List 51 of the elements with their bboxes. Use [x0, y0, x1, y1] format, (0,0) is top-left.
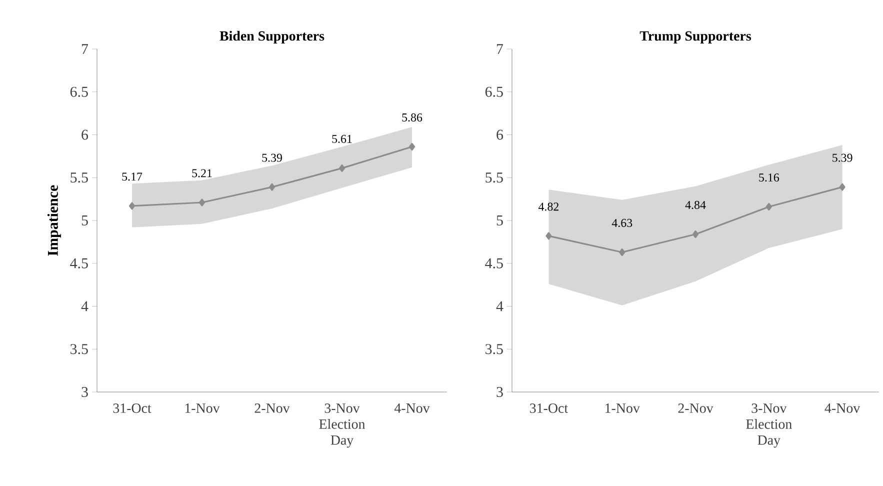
- x-tick-label: 31-Oct: [113, 404, 152, 413]
- y-tick-label: 5.5: [486, 172, 503, 183]
- x-tick-label: 4-Nov: [394, 404, 430, 413]
- point: [268, 183, 276, 191]
- x-tick-label: 1-Nov: [606, 404, 640, 413]
- x-tick-label: 2-Nov: [678, 404, 714, 413]
- data-label: 5.17: [122, 172, 142, 181]
- y-tick-label: 3.5: [70, 344, 88, 354]
- chart-title: Biden Supporters: [220, 30, 324, 44]
- y-tick-label: 4: [496, 301, 504, 312]
- x-tick-label: 3-Nov Election Day: [746, 404, 792, 448]
- y-axis-title: Impatience: [47, 185, 61, 256]
- point: [408, 142, 416, 151]
- y-tick-label: 3.5: [486, 344, 503, 354]
- x-tick-label: 2-Nov: [254, 404, 290, 413]
- y-tick-label: 7: [497, 44, 504, 54]
- data-label: 5.21: [192, 169, 212, 178]
- point: [198, 198, 206, 206]
- data-label: 5.61: [332, 134, 352, 143]
- point: [619, 248, 626, 256]
- chart-title: Trump Supporters: [640, 31, 752, 44]
- point: [839, 183, 846, 191]
- point: [338, 164, 346, 172]
- data-label: 5.39: [832, 154, 852, 162]
- data-label: 4.82: [538, 202, 558, 211]
- y-tick-label: 4.5: [70, 258, 88, 268]
- x-tick-label: 1-Nov: [185, 404, 220, 413]
- point: [546, 232, 552, 240]
- data-label: 4.63: [612, 218, 632, 228]
- point: [692, 230, 699, 238]
- point: [766, 202, 772, 211]
- y-tick-label: 4.5: [485, 258, 503, 268]
- data-label: 5.16: [759, 173, 780, 182]
- y-tick-label: 5.5: [70, 172, 88, 183]
- data-label: 4.84: [685, 200, 706, 210]
- y-tick-label: 5: [496, 216, 503, 226]
- y-tick-label: 7: [82, 44, 88, 54]
- x-tick-label: 31-Oct: [530, 404, 568, 413]
- x-tick-label: 3-Nov Election Day: [319, 404, 366, 448]
- y-tick-label: 6.5: [485, 86, 503, 97]
- data-label: 5.86: [402, 113, 422, 122]
- x-tick-label: 4-Nov: [824, 404, 860, 413]
- point: [128, 202, 136, 210]
- data-label: 5.39: [262, 154, 282, 162]
- y-tick-label: 3: [496, 386, 503, 398]
- y-tick-label: 6: [82, 130, 88, 140]
- y-tick-label: 3: [82, 386, 88, 398]
- y-tick-label: 5: [82, 216, 88, 226]
- y-tick-label: 4: [81, 301, 88, 312]
- y-tick-label: 6.5: [70, 86, 88, 97]
- y-tick-label: 6: [496, 130, 504, 140]
